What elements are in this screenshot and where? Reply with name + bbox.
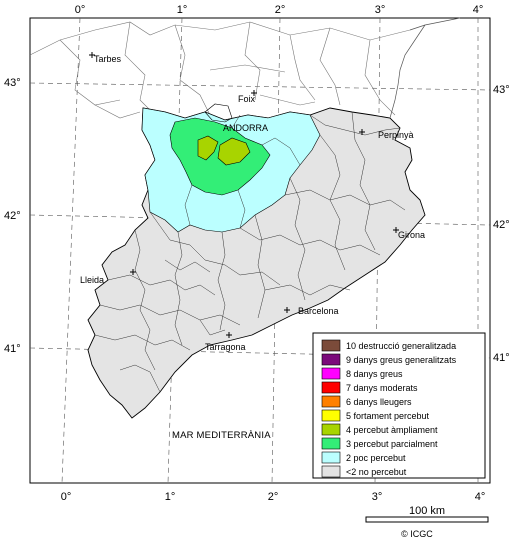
legend-label-6: 4 percebut àmpliament bbox=[346, 425, 438, 435]
top-lon-2: 2° bbox=[275, 4, 286, 16]
intensity-4-zone-east bbox=[217, 137, 251, 166]
left-lat-43: 43° bbox=[4, 77, 21, 89]
legend-swatch-4 bbox=[321, 395, 341, 408]
legend-swatch-1 bbox=[321, 353, 341, 366]
legend-label-2: 8 danys greus bbox=[346, 369, 403, 379]
legend-label-3: 7 danys moderats bbox=[346, 383, 418, 393]
andorra-outline bbox=[204, 103, 233, 123]
legend-label-5: 5 fortament percebut bbox=[346, 411, 430, 421]
left-lat-42: 42° bbox=[4, 210, 21, 222]
copyright: © ICGC bbox=[401, 529, 433, 539]
bottom-lon-4: 4° bbox=[475, 491, 486, 503]
legend: 10 destrucció generalitzada 9 danys greus… bbox=[312, 332, 486, 479]
label-tarbes: Tarbes bbox=[94, 54, 122, 64]
label-foix: Foix bbox=[238, 94, 256, 104]
legend-swatch-9 bbox=[321, 465, 341, 478]
legend-box bbox=[312, 332, 486, 479]
legend-swatch-2 bbox=[321, 367, 341, 380]
legend-label-8: 2 poc percebut bbox=[346, 453, 406, 463]
bottom-lon-2: 2° bbox=[268, 491, 279, 503]
legend-swatch-3 bbox=[321, 381, 341, 394]
comarca-boundaries bbox=[94, 111, 406, 393]
top-lon-0: 0° bbox=[75, 4, 86, 16]
french-coastline bbox=[409, 17, 461, 31]
top-lon-1: 1° bbox=[177, 4, 188, 16]
legend-swatch-8 bbox=[321, 451, 341, 464]
legend-swatch-5 bbox=[321, 409, 341, 422]
top-lon-3: 3° bbox=[375, 4, 386, 16]
legend-label-0: 10 destrucció generalitzada bbox=[346, 341, 456, 351]
legend-swatch-0 bbox=[321, 339, 341, 352]
label-tarragona: Tarragona bbox=[205, 342, 246, 352]
legend-swatch-7 bbox=[321, 437, 341, 450]
legend-label-7: 3 percebut parcialment bbox=[346, 439, 438, 449]
bottom-lon-0: 0° bbox=[61, 491, 72, 503]
intensity-4-zone-west bbox=[197, 135, 219, 161]
right-lat-41: 41° bbox=[493, 352, 510, 364]
bottom-lon-3: 3° bbox=[372, 491, 383, 503]
legend-label-9: <2 no percebut bbox=[346, 467, 407, 477]
label-lleida: Lleida bbox=[80, 275, 104, 285]
label-perpinya: Perpinyà bbox=[378, 130, 414, 140]
legend-label-1: 9 danys greus generalitzats bbox=[346, 355, 457, 365]
label-andorra: ANDORRA bbox=[223, 123, 268, 133]
right-lat-42: 42° bbox=[493, 219, 510, 231]
bottom-lon-1: 1° bbox=[165, 491, 176, 503]
right-lat-43: 43° bbox=[493, 84, 510, 96]
legend-label-4: 6 danys lleugers bbox=[346, 397, 412, 407]
label-barcelona: Barcelona bbox=[298, 306, 339, 316]
top-lon-4: 4° bbox=[473, 4, 484, 16]
legend-swatch-6 bbox=[321, 423, 341, 436]
left-lat-41: 41° bbox=[4, 343, 21, 355]
scale-bar: 100 km bbox=[365, 505, 489, 523]
roussillon-coast bbox=[389, 24, 426, 119]
label-girona: Girona bbox=[398, 230, 425, 240]
scale-bar-outline bbox=[365, 516, 489, 523]
sea-label: MAR MEDITERRÀNIA bbox=[172, 430, 271, 441]
place-markers bbox=[89, 52, 399, 338]
france-departments bbox=[29, 21, 411, 119]
scale-label: 100 km bbox=[409, 505, 445, 517]
